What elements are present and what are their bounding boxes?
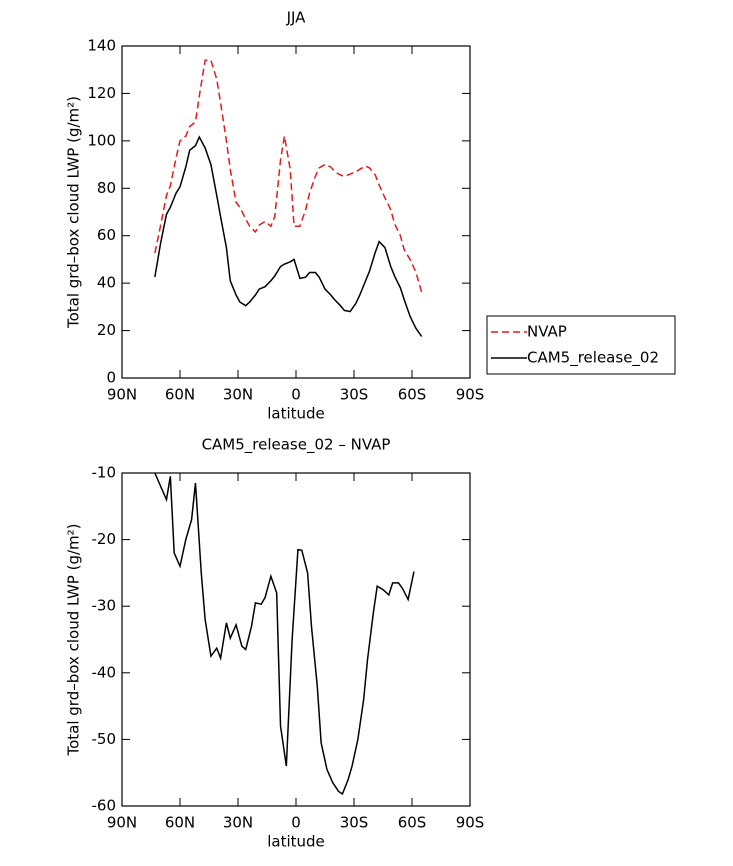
legend-label: CAM5_release_02 bbox=[527, 349, 659, 368]
y-axis-label: Total grd–box cloud LWP (g/m²) bbox=[65, 523, 83, 756]
y-tick-label: -10 bbox=[92, 464, 117, 482]
x-tick-label: 0 bbox=[291, 814, 301, 832]
y-tick-label: 40 bbox=[97, 274, 116, 292]
x-axis-label: latitude bbox=[267, 833, 325, 851]
y-tick-label: -40 bbox=[92, 663, 117, 681]
x-tick-label: 60S bbox=[398, 386, 427, 404]
y-tick-label: 140 bbox=[87, 37, 116, 55]
legend-label: NVAP bbox=[527, 323, 567, 341]
x-tick-label: 30N bbox=[223, 814, 253, 832]
plot-frame bbox=[121, 45, 471, 379]
x-tick-label: 60N bbox=[165, 814, 195, 832]
data-line bbox=[154, 472, 415, 796]
chart-title: JJA bbox=[286, 9, 307, 27]
data-line bbox=[154, 135, 423, 337]
y-tick-label: 20 bbox=[97, 321, 116, 339]
y-tick-label: 100 bbox=[87, 131, 116, 149]
y-tick-label: 60 bbox=[97, 226, 116, 244]
x-tick-label: 90N bbox=[107, 386, 137, 404]
y-tick-label: -30 bbox=[92, 597, 117, 615]
legend-box bbox=[486, 315, 676, 375]
y-tick-label: -50 bbox=[92, 730, 117, 748]
x-tick-label: 90S bbox=[456, 814, 485, 832]
x-tick-label: 90S bbox=[456, 386, 485, 404]
x-tick-label: 60S bbox=[398, 814, 427, 832]
x-tick-label: 60N bbox=[165, 386, 195, 404]
y-tick-label: 0 bbox=[106, 369, 116, 387]
x-tick-label: 30S bbox=[340, 386, 369, 404]
chart-title: CAM5_release_02 – NVAP bbox=[202, 436, 391, 455]
y-tick-label: -20 bbox=[92, 530, 117, 548]
y-axis-label: Total grd–box cloud LWP (g/m²) bbox=[65, 96, 83, 329]
y-tick-label: 120 bbox=[87, 84, 116, 102]
x-tick-label: 30N bbox=[223, 386, 253, 404]
y-tick-label: 80 bbox=[97, 179, 116, 197]
y-tick-label: -60 bbox=[92, 797, 117, 815]
plot-frame bbox=[121, 472, 471, 807]
x-tick-label: 30S bbox=[340, 814, 369, 832]
x-tick-label: 90N bbox=[107, 814, 137, 832]
x-axis-label: latitude bbox=[267, 405, 325, 423]
data-line bbox=[154, 59, 423, 293]
x-tick-label: 0 bbox=[291, 386, 301, 404]
